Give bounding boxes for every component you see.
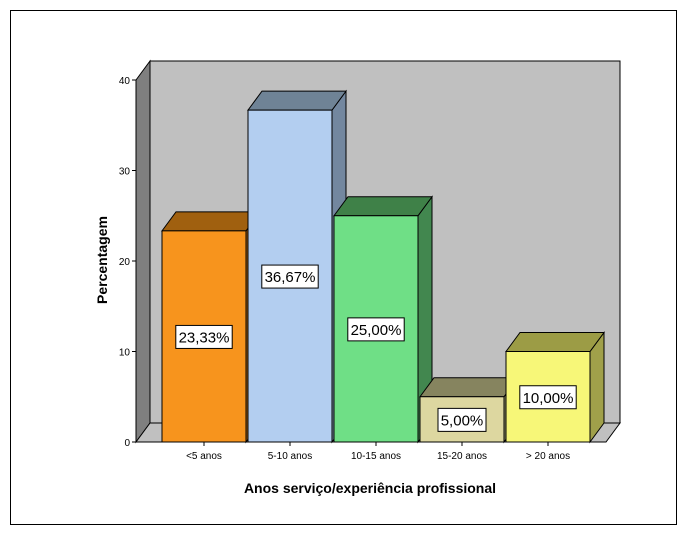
data-label-box <box>347 317 405 342</box>
data-label-box <box>175 324 233 349</box>
data-label-box <box>519 385 577 410</box>
bar-top <box>505 332 605 352</box>
data-label-box <box>261 264 319 289</box>
y-tick-label: 30 <box>119 167 131 178</box>
x-tick-label: > 20 anos <box>526 451 570 462</box>
y-tick-label: 0 <box>124 438 130 449</box>
x-tick-label: 5-10 anos <box>268 451 312 462</box>
data-label: 23,33% <box>179 329 230 346</box>
x-tick-label: <5 anos <box>186 451 222 462</box>
data-label: 25,00% <box>351 322 402 339</box>
data-label-box <box>437 407 487 432</box>
x-tick-label: 10-15 anos <box>351 451 401 462</box>
y-tick-label: 40 <box>119 76 131 87</box>
side-wall <box>135 59 151 444</box>
y-axis-title: Percentagem <box>94 216 110 304</box>
data-label: 36,67% <box>265 269 316 286</box>
bar-top <box>161 211 261 232</box>
x-axis-title: Anos serviço/experiência profissional <box>244 480 496 496</box>
y-tick-label: 10 <box>119 348 131 359</box>
bar-top <box>333 196 433 217</box>
bar-top <box>247 90 347 111</box>
x-tick-label: 15-20 anos <box>437 451 487 462</box>
data-label: 10,00% <box>523 390 574 407</box>
data-label: 5,00% <box>441 412 484 429</box>
y-tick-label: 20 <box>119 257 131 268</box>
bar-top <box>419 377 519 398</box>
